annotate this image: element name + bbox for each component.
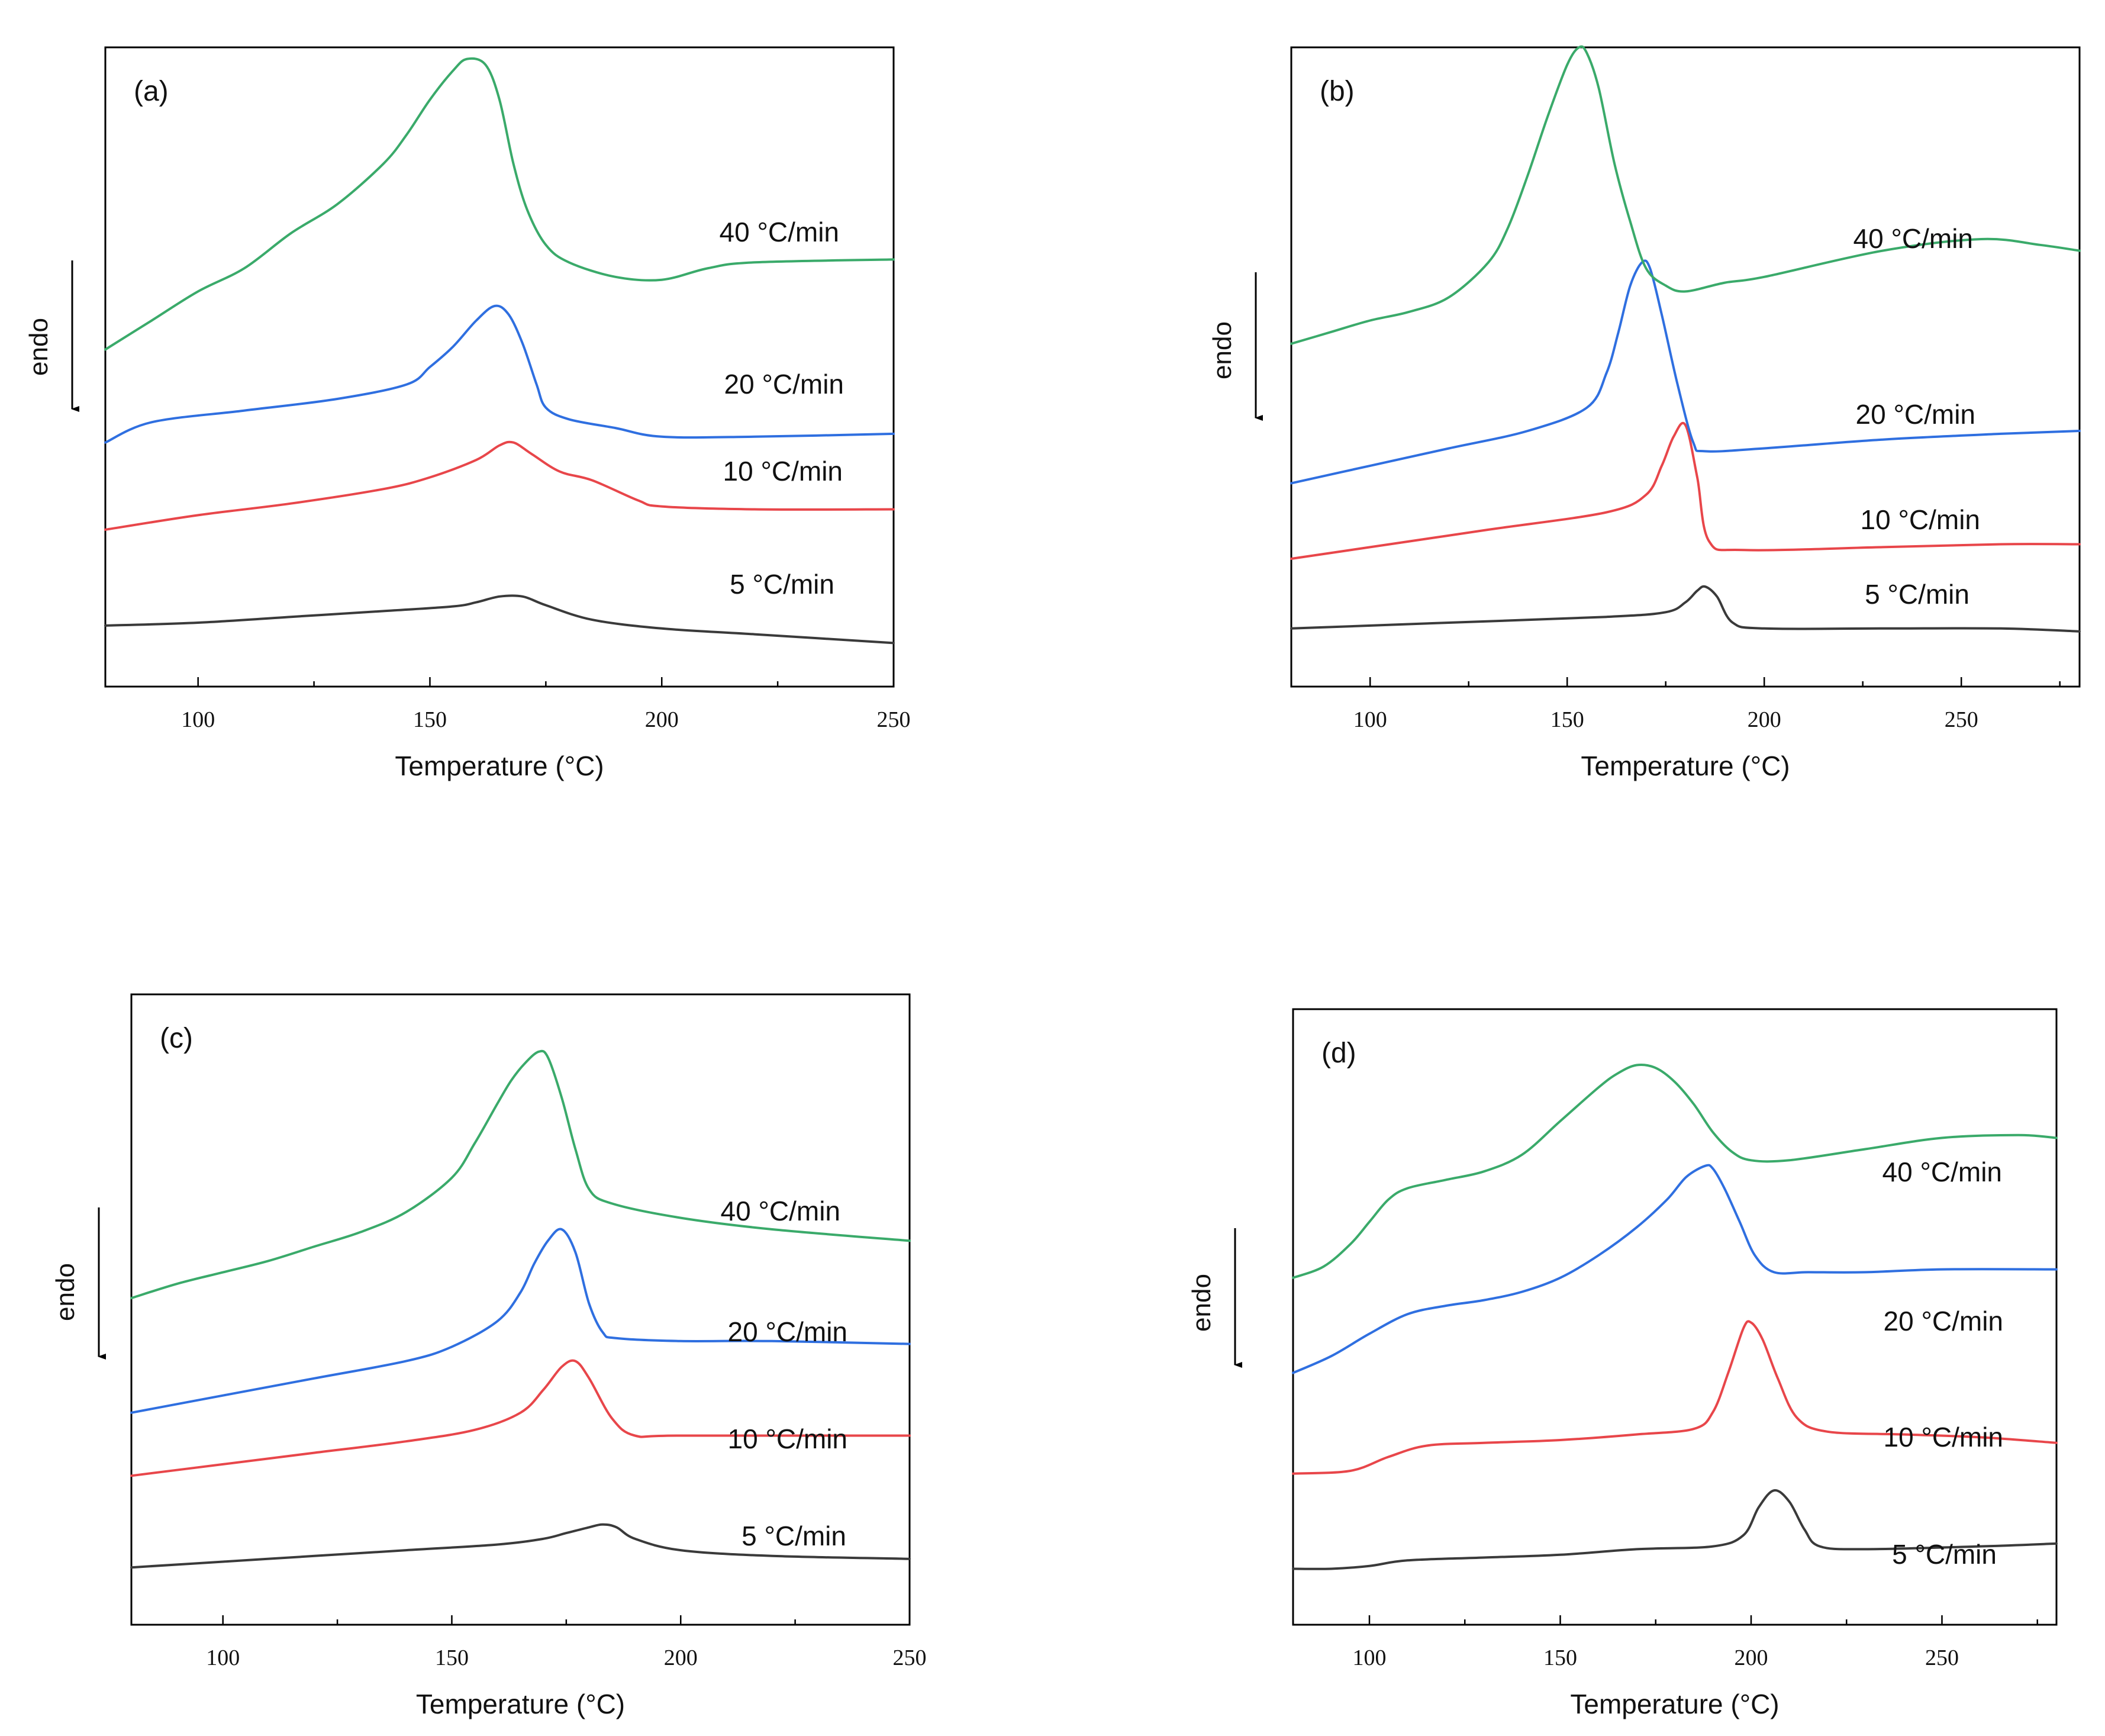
series-line-10-c-min (104, 440, 895, 531)
x-tick-label: 250 (1925, 1645, 1959, 1670)
series-annotation: 5 °C/min (742, 1521, 846, 1551)
x-tick-label: 100 (181, 707, 215, 732)
series-annotation: 5 °C/min (1865, 579, 1969, 610)
series-annotation: 5 °C/min (1892, 1539, 1997, 1570)
plot-frame (104, 46, 895, 688)
panel-label: (b) (1320, 76, 1355, 107)
x-tick-label: 200 (1735, 1645, 1768, 1670)
series-line-10-c-min (130, 1359, 911, 1477)
endo-label: endo (1208, 321, 1237, 379)
x-tick-label: 250 (1945, 707, 1978, 732)
series-annotation: 40 °C/min (1882, 1157, 2002, 1187)
endo-label: endo (51, 1263, 80, 1321)
x-axis-label: Temperature (°C) (1581, 751, 1790, 781)
series-line-5-c-min (1292, 1489, 2058, 1570)
series-line-40-c-min (104, 57, 895, 351)
panel-c: 100 150 200 250 Temperature (°C) endo (c) 40 °C… (51, 993, 927, 1719)
x-axis-label: Temperature (°C) (416, 1689, 625, 1719)
plot-frame (130, 993, 911, 1626)
x-tick-label: 100 (1353, 1645, 1387, 1670)
x-tick-label: 100 (1353, 707, 1387, 732)
series-annotation: 20 °C/min (724, 369, 844, 400)
panel-b: 100 150 200 250 Temperature (°C) endo (b) 40 °C… (1208, 45, 2081, 781)
series-line-20-c-min (1292, 1164, 2058, 1374)
x-axis-label: Temperature (°C) (395, 751, 604, 781)
x-tick-label: 200 (1748, 707, 1781, 732)
series-line-20-c-min (104, 304, 895, 444)
endo-label: endo (1187, 1274, 1216, 1332)
panel-label: (d) (1321, 1038, 1356, 1069)
series-annotation: 10 °C/min (728, 1423, 847, 1454)
x-tick-label: 150 (413, 707, 447, 732)
panel-a: 100 150 200 250 Temperature (°C) endo (a) 40 °C… (24, 46, 911, 781)
x-tick-label: 200 (664, 1645, 698, 1670)
endo-label: endo (24, 318, 53, 376)
series-line-20-c-min (130, 1228, 911, 1414)
panel-d: 100 150 200 250 Temperature (°C) endo (d) 40 °C… (1187, 1008, 2058, 1719)
series-line-10-c-min (1292, 1320, 2058, 1475)
series-line-40-c-min (1292, 1063, 2058, 1279)
x-tick-label: 250 (893, 1645, 927, 1670)
series-annotation: 20 °C/min (728, 1316, 847, 1347)
plot-frame (1290, 46, 2081, 688)
plot-frame (1292, 1008, 2058, 1626)
series-line-40-c-min (130, 1049, 911, 1300)
series-annotation: 10 °C/min (1861, 504, 1980, 535)
series-line-5-c-min (104, 594, 895, 645)
panel-label: (c) (160, 1023, 193, 1054)
series-annotation: 40 °C/min (1853, 223, 1973, 254)
series-annotation: 40 °C/min (720, 217, 839, 247)
series-annotation: 5 °C/min (730, 569, 834, 600)
series-annotation: 10 °C/min (723, 456, 843, 487)
series-line-40-c-min (1290, 45, 2081, 345)
series-annotation: 20 °C/min (1884, 1306, 2003, 1336)
x-tick-label: 150 (435, 1645, 469, 1670)
x-tick-label: 250 (877, 707, 911, 732)
x-tick-label: 150 (1543, 1645, 1577, 1670)
x-tick-label: 100 (206, 1645, 240, 1670)
series-annotation: 10 °C/min (1884, 1422, 2003, 1452)
panel-label: (a) (134, 76, 169, 107)
x-tick-label: 200 (645, 707, 679, 732)
x-axis-label: Temperature (°C) (1570, 1689, 1779, 1719)
series-line-20-c-min (1290, 259, 2081, 485)
series-line-5-c-min (1290, 585, 2081, 633)
series-line-10-c-min (1290, 421, 2081, 560)
series-annotation: 20 °C/min (1856, 399, 1975, 430)
series-annotation: 40 °C/min (721, 1196, 840, 1226)
x-tick-label: 150 (1550, 707, 1584, 732)
series-line-5-c-min (130, 1523, 911, 1569)
